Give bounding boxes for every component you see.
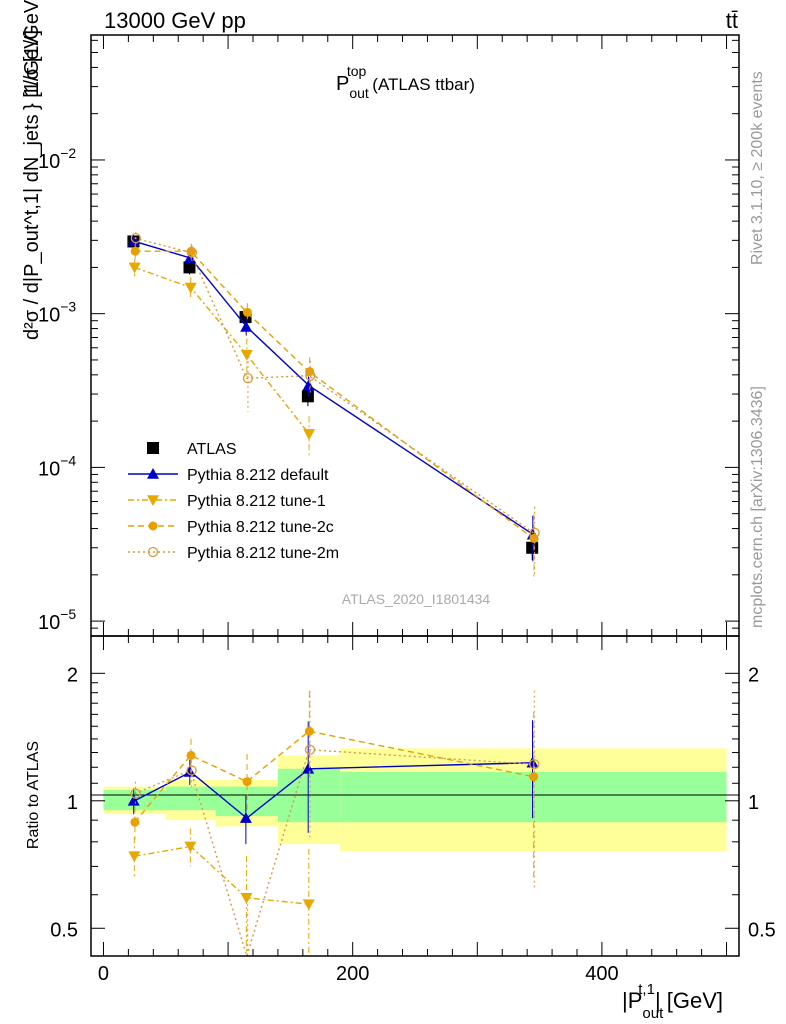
ratio-data-point	[302, 899, 315, 911]
ratio-y-tick-label: 1	[67, 792, 78, 814]
ratio-series-line	[134, 730, 534, 823]
ratio-y-tick-label-right: 2	[748, 664, 759, 686]
data-point	[242, 307, 252, 317]
ratio-frame	[90, 635, 740, 957]
data-point	[130, 246, 140, 256]
ratio-series-pythia-8-212-tune-2c	[130, 691, 539, 878]
data-point	[240, 320, 253, 332]
x-tick-label: 0	[98, 963, 109, 985]
ratio-data-point	[130, 788, 141, 799]
ratio-data-point	[302, 762, 315, 774]
ratio-data-point	[242, 777, 252, 787]
x-axis-label: |Poutt,1| [GeV]	[622, 981, 723, 1022]
main-axis-ticks: 10−2 10−3 10−4 10−5	[38, 35, 739, 637]
ratio-data-point	[130, 817, 140, 827]
data-point	[186, 247, 198, 258]
ratio-y-axis-label: Ratio to ATLAS	[25, 741, 42, 849]
energy-label: 13000 GeV pp	[104, 8, 246, 33]
main-series-layer	[127, 231, 540, 577]
ratio-series-line	[134, 845, 310, 905]
ratio-band-inner	[277, 768, 341, 823]
legend-marker	[148, 521, 158, 531]
ratio-panel: 2 2 1 1 0.5 0.5 0 200 400 Ratio to ATLAS |Poutt,…	[25, 635, 776, 1022]
ratio-data-point	[239, 812, 252, 823]
ratio-axis-ticks: 2 2 1 1 0.5 0.5 0 200 400	[50, 636, 776, 985]
ratio-series-layer	[127, 690, 540, 959]
series-line	[134, 266, 310, 435]
legend-label: Pythia 8.212 default	[187, 467, 329, 484]
x-tick-label: 200	[336, 963, 369, 985]
main-y-axis-title: d²σ / d|P_out^t,1| dN_jets · 1/σ [1/GeV]	[21, 0, 43, 340]
data-point	[183, 261, 196, 274]
ratio-data-point	[184, 841, 197, 853]
data-point	[130, 232, 141, 244]
legend: ATLAS Pythia 8.212 default Pythia 8.212 tu…	[128, 441, 339, 562]
legend-label: Pythia 8.212 tune-1	[187, 493, 326, 510]
data-point	[128, 262, 141, 274]
series-line	[134, 237, 534, 534]
data-point	[184, 282, 197, 294]
legend-marker	[147, 442, 159, 454]
ratio-band-inner	[165, 786, 216, 811]
data-point	[303, 429, 316, 440]
legend-entry-pythia-8-212-tune-1: Pythia 8.212 tune-1	[128, 493, 326, 510]
data-point	[302, 379, 315, 391]
ratio-series-pythia-8-212-tune-1	[128, 828, 315, 956]
ratio-series-line	[134, 749, 534, 959]
data-point	[526, 541, 539, 554]
legend-entry-atlas: ATLAS	[147, 441, 237, 458]
legend-marker	[147, 546, 159, 558]
ratio-data-point	[529, 759, 540, 770]
legend-label: ATLAS	[187, 441, 237, 458]
ratio-series-pythia-8-212-default	[127, 720, 539, 845]
plot-title: Pouttop(ATLAS ttbar)	[336, 63, 475, 101]
rivet-label: Rivet 3.1.10, ≥ 200k events	[749, 71, 766, 265]
legend-entry-pythia-8-212-tune-2c: Pythia 8.212 tune-2c	[128, 519, 334, 536]
data-point	[128, 235, 141, 247]
ratio-data-point	[304, 726, 314, 736]
data-point	[529, 527, 540, 539]
data-point	[242, 373, 254, 384]
analysis-watermark: ATLAS_2020_I1801434	[342, 591, 491, 607]
process-label: tt̄	[726, 8, 738, 33]
ratio-data-point	[128, 851, 141, 863]
legend-label: Pythia 8.212 tune-2m	[187, 545, 339, 562]
ratio-data-point	[127, 794, 140, 806]
data-point	[184, 252, 197, 263]
ratio-series-pythia-8-212-tune-2m	[130, 690, 540, 959]
legend-label: Pythia 8.212 tune-2c	[187, 519, 334, 536]
main-y-axis-unit: } [1/GeV]	[21, 30, 43, 110]
ratio-y-tick-label-right: 0.5	[748, 919, 776, 941]
series-pythia-8-212-tune-2m	[130, 231, 540, 577]
data-point	[305, 370, 316, 381]
main-y-tick-label: 10−2	[38, 145, 76, 173]
ratio-y-tick-label: 2	[67, 664, 78, 686]
legend-entry-pythia-8-212-default: Pythia 8.212 default	[128, 467, 329, 484]
ratio-data-point	[529, 772, 539, 782]
data-point	[301, 390, 314, 403]
ratio-data-point	[186, 765, 197, 776]
main-y-tick-label: 10−3	[38, 299, 76, 327]
ratio-data-point	[304, 744, 316, 755]
legend-marker	[147, 468, 159, 479]
x-tick-label: 400	[585, 963, 618, 985]
ratio-y-tick-label-right: 1	[748, 792, 759, 814]
main-y-axis-label: d²σ / d|P_out^t,1| dN_jets · 1/σ [1/GeV]…	[21, 0, 43, 340]
main-y-tick-label: 10−4	[38, 452, 76, 480]
ratio-uncertainty-bands	[103, 748, 727, 852]
ratio-y-tick-label: 0.5	[50, 919, 78, 941]
mcplots-label: mcplots.cern.ch [arXiv:1306.3436]	[749, 386, 766, 628]
legend-entry-pythia-8-212-tune-2m: Pythia 8.212 tune-2m	[128, 545, 339, 562]
ratio-data-point	[183, 765, 196, 777]
legend-marker	[147, 495, 159, 506]
series-pythia-8-212-tune-1	[128, 259, 316, 459]
data-point	[240, 350, 253, 361]
ratio-data-point	[240, 893, 253, 904]
ratio-data-point	[186, 750, 196, 760]
main-panel: 10−2 10−3 10−4 10−5 Pouttop(ATLAS ttbar) AT…	[21, 0, 740, 637]
main-y-tick-label: 10−5	[38, 606, 76, 634]
